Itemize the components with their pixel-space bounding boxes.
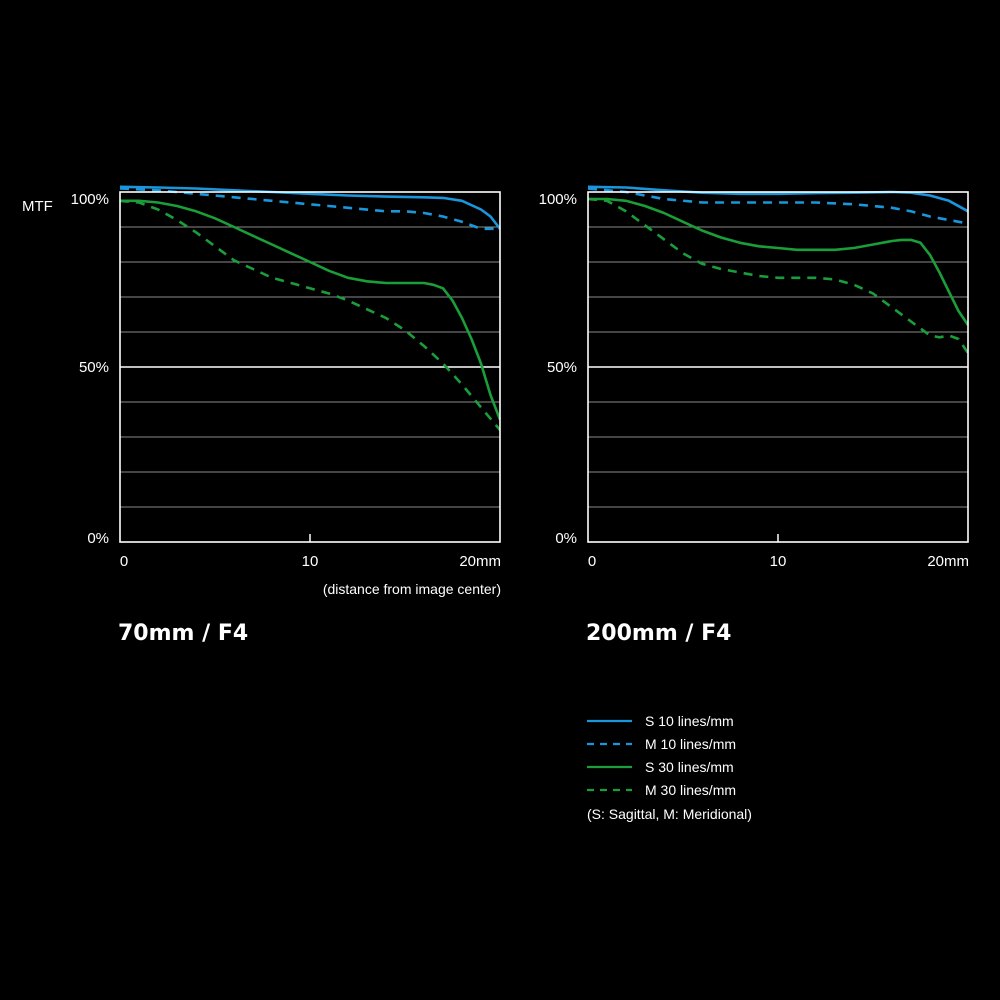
x-tick-label-20: 20mm xyxy=(459,553,501,570)
legend-label-s10: S 10 lines/mm xyxy=(645,713,734,729)
series-line-s30 xyxy=(588,197,970,326)
mtf-chart-200mm: 100% 50% 0% 0 10 20mm 200mm / F4 xyxy=(539,185,970,646)
plot-frame xyxy=(587,191,969,543)
x-tick-label-10: 10 xyxy=(770,553,787,570)
grid-lines xyxy=(120,226,500,542)
y-tick-label-0: 0% xyxy=(87,530,109,547)
legend-label-m30: M 30 lines/mm xyxy=(645,782,736,798)
y-tick-label-0: 0% xyxy=(555,530,577,547)
y-tick-label-100: 100% xyxy=(71,191,109,208)
legend-label-s30: S 30 lines/mm xyxy=(645,759,734,775)
series-line-m10 xyxy=(587,187,969,225)
legend-note: (S: Sagittal, M: Meridional) xyxy=(587,806,752,822)
x-tick-label-20: 20mm xyxy=(927,553,969,570)
x-tick-label-0: 0 xyxy=(588,553,596,570)
mtf-chart-70mm: 100% 50% 0% 0 10 20mm 70mm / F4 xyxy=(71,185,502,646)
legend: S 10 lines/mm M 10 lines/mm S 30 lines/m… xyxy=(587,713,752,822)
y-tick-label-50: 50% xyxy=(547,359,577,376)
plot-frame xyxy=(119,191,501,543)
legend-label-m10: M 10 lines/mm xyxy=(645,736,736,752)
chart-title: 200mm / F4 xyxy=(586,621,731,646)
series-group xyxy=(587,185,970,354)
series-line-m10 xyxy=(119,187,500,231)
y-tick-label-100: 100% xyxy=(539,191,577,208)
grid-lines xyxy=(588,226,968,542)
x-tick-label-0: 0 xyxy=(120,553,128,570)
series-line-s30 xyxy=(120,199,502,420)
series-group xyxy=(119,185,502,431)
x-axis-note: (distance from image center) xyxy=(323,581,501,597)
y-axis-label: MTF xyxy=(22,198,53,215)
x-tick-label-10: 10 xyxy=(302,553,319,570)
series-line-m30 xyxy=(587,197,970,354)
series-line-s10 xyxy=(587,185,969,213)
y-tick-label-50: 50% xyxy=(79,359,109,376)
series-line-s10 xyxy=(119,185,502,230)
series-line-m30 xyxy=(119,199,501,431)
chart-title: 70mm / F4 xyxy=(118,621,248,646)
